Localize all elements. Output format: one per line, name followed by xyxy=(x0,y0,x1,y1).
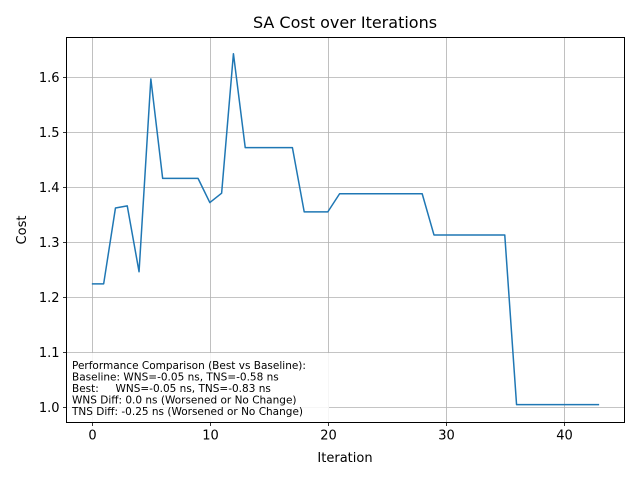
y-tick-label: 1.2 xyxy=(39,291,60,306)
annotation-line: WNS Diff: 0.0 ns (Worsened or No Change) xyxy=(72,395,297,407)
annotation-background xyxy=(67,353,329,422)
y-tick-label: 1.5 xyxy=(39,126,60,141)
grid xyxy=(66,37,625,423)
cost-line xyxy=(91,52,600,406)
annotation-line: Performance Comparison (Best vs Baseline… xyxy=(72,360,306,372)
y-tick-label: 1.4 xyxy=(39,181,60,196)
y-axis: 1.0 1.1 1.2 1.3 1.4 1.5 1.6 xyxy=(39,71,67,416)
y-tick-label: 1.0 xyxy=(39,401,60,416)
series-group xyxy=(91,52,600,406)
x-axis-label: Iteration xyxy=(317,451,372,466)
x-tick-label: 30 xyxy=(438,429,455,444)
y-tick-label: 1.6 xyxy=(39,71,60,86)
x-tick-label: 0 xyxy=(88,429,96,444)
x-tick-label: 10 xyxy=(202,429,219,444)
x-tick-label: 20 xyxy=(320,429,337,444)
x-tick-label: 40 xyxy=(556,429,573,444)
annotation-line: Best: WNS=-0.05 ns, TNS=-0.83 ns xyxy=(72,383,271,395)
y-axis-label: Cost xyxy=(15,216,30,245)
chart-title: SA Cost over Iterations xyxy=(253,13,437,32)
annotation-line: Baseline: WNS=-0.05 ns, TNS=-0.58 ns xyxy=(72,372,279,384)
y-tick-label: 1.3 xyxy=(39,236,60,251)
annotation-line: TNS Diff: -0.25 ns (Worsened or No Chang… xyxy=(71,406,303,418)
x-axis: 0 10 20 30 40 xyxy=(88,422,573,444)
plot-frame xyxy=(66,37,625,423)
annotation-box: Performance Comparison (Best vs Baseline… xyxy=(67,353,329,422)
y-tick-label: 1.1 xyxy=(39,346,60,361)
